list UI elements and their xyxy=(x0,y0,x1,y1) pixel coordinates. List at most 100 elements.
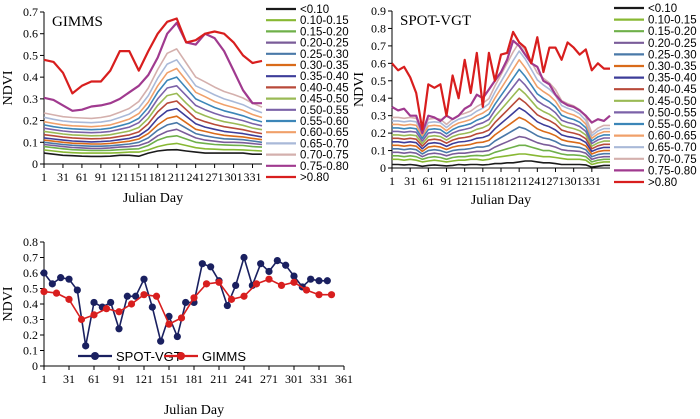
x-tick-label: 331 xyxy=(583,174,601,188)
data-point-spot-vgt xyxy=(315,277,323,285)
y-tick-label: 0.3 xyxy=(23,92,38,106)
x-tick-label: 241 xyxy=(235,372,253,386)
series-line-0-55-0-60 xyxy=(43,76,263,131)
y-tick-label: 0.1 xyxy=(371,144,386,158)
legend-label: 0.50-0.55 xyxy=(300,105,349,117)
series-line-0-10-0-15 xyxy=(43,142,263,154)
x-axis-label: Julian Day xyxy=(164,403,224,418)
y-tick-label: 0.6 xyxy=(371,56,386,70)
data-point-gimms xyxy=(177,314,186,322)
series-line-0-40-0-45 xyxy=(43,100,263,140)
x-tick-label: 1 xyxy=(41,170,47,184)
legend-marker-spot-vgt xyxy=(91,352,99,360)
legend-label: 0.15-0.20 xyxy=(300,26,349,38)
x-tick-label: 91 xyxy=(113,372,125,386)
data-point-spot-vgt xyxy=(73,286,81,294)
series-line-0-55-0-60 xyxy=(392,68,610,142)
legend-label: 0.45-0.50 xyxy=(300,94,349,106)
y-tick-label: 0.7 xyxy=(23,5,38,19)
data-point-spot-vgt xyxy=(132,292,140,300)
x-tick-label: 61 xyxy=(76,170,88,184)
data-point-gimms xyxy=(52,289,61,297)
legend-label: <0.10 xyxy=(648,3,677,15)
legend-label: 0.35-0.40 xyxy=(300,71,349,83)
y-tick-label: 0.1 xyxy=(23,135,38,149)
series-line-0-30-0-35 xyxy=(392,116,610,155)
legend-label: 0.40-0.45 xyxy=(648,84,697,96)
comparison-panel: 00.1 0.20.3 0.40.5 0.60.7 0.8 1 31 61 91 121 151 18… xyxy=(1,235,353,418)
data-point-gimms xyxy=(215,278,223,286)
data-point-gimms xyxy=(290,278,298,286)
data-point-spot-vgt xyxy=(207,263,215,271)
series-line-0-30-0-35 xyxy=(43,115,263,145)
data-point-gimms xyxy=(140,291,148,299)
y-tick-label: 0.8 xyxy=(371,21,386,35)
series-line-0-65-0-70 xyxy=(392,50,610,137)
y-tick-label: 0.4 xyxy=(23,70,38,84)
y-tick-label: 0.2 xyxy=(23,114,38,128)
data-point-spot-vgt xyxy=(82,342,90,350)
series-line-0-60-0-65 xyxy=(392,59,610,140)
legend-label: 0.75-0.80 xyxy=(648,165,697,177)
series-line-0-25-0-30 xyxy=(392,126,610,158)
legend-label: 0.35-0.40 xyxy=(648,73,697,85)
x-tick-label: 121 xyxy=(111,170,129,184)
series-line-0-65-0-70 xyxy=(43,59,263,124)
y-tick-label: 0.2 xyxy=(23,328,38,342)
data-point-spot-vgt xyxy=(148,303,156,311)
series-line-0-75-0-80 xyxy=(391,39,611,135)
legend-label: 0.65-0.70 xyxy=(300,138,349,150)
x-tick-label: 211 xyxy=(168,170,186,184)
data-point-gimms xyxy=(90,311,98,319)
series-line-0-15-0-20 xyxy=(392,144,610,163)
data-point-gimms xyxy=(115,308,123,316)
data-point-spot-vgt xyxy=(123,292,131,300)
x-tick-label: 301 xyxy=(565,174,583,188)
data-point-spot-vgt xyxy=(140,275,148,283)
x-tick-label: 151 xyxy=(130,170,148,184)
x-tick-label: 1 xyxy=(41,372,47,386)
data-point-spot-vgt xyxy=(282,261,290,269)
series-line-gt-0-80 xyxy=(43,17,263,95)
series-line-0-60-0-65 xyxy=(43,67,263,128)
data-point-spot-vgt xyxy=(290,272,298,280)
data-point-gimms xyxy=(302,286,311,294)
data-point-gimms xyxy=(190,294,198,302)
legend-label: SPOT-VGT xyxy=(116,349,182,364)
data-point-gimms xyxy=(165,320,173,328)
series-line-0-20-0-25 xyxy=(43,128,263,150)
data-point-gimms xyxy=(77,315,86,324)
series-line-gt-0-80 xyxy=(391,30,610,131)
data-point-gimms xyxy=(240,292,248,300)
series-line-0-50-0-55 xyxy=(43,85,263,134)
x-tick-label: 151 xyxy=(474,174,492,188)
x-axis-label: Julian Day xyxy=(123,191,183,206)
series-line-0-25-0-30 xyxy=(43,121,263,147)
series-line-0-35-0-40 xyxy=(43,107,263,143)
legend-label: GIMMS xyxy=(202,349,246,364)
series-line-0-70-0-75 xyxy=(43,48,263,120)
x-tick-label: 181 xyxy=(185,372,203,386)
series-line-0-10-0-15 xyxy=(392,153,610,166)
data-point-spot-vgt xyxy=(198,260,206,268)
data-point-spot-vgt xyxy=(173,332,181,341)
x-tick-label: 91 xyxy=(95,170,107,184)
legend-label: 0.45-0.50 xyxy=(648,96,697,108)
y-tick-label: 0.5 xyxy=(371,74,386,88)
legend-label: 0.20-0.25 xyxy=(300,38,349,50)
data-point-spot-vgt xyxy=(240,253,248,262)
data-point-gimms xyxy=(102,305,111,313)
x-tick-label: 271 xyxy=(260,372,278,386)
series-line-0-45-0-50 xyxy=(392,87,610,147)
legend-label: 0.10-0.15 xyxy=(300,15,349,27)
x-tick-label: 31 xyxy=(57,170,69,184)
data-point-spot-vgt xyxy=(257,260,265,268)
data-point-gimms xyxy=(227,295,236,303)
y-tick-label: 0.7 xyxy=(23,251,38,265)
series-line-0-15-0-20 xyxy=(43,135,263,152)
legend-label: 0.20-0.25 xyxy=(648,38,697,50)
legend-label: 0.75-0.80 xyxy=(300,161,349,173)
y-tick-label: 0.6 xyxy=(23,27,38,41)
legend-label: 0.70-0.75 xyxy=(648,154,697,166)
legend-label: 0.55-0.60 xyxy=(300,116,349,128)
